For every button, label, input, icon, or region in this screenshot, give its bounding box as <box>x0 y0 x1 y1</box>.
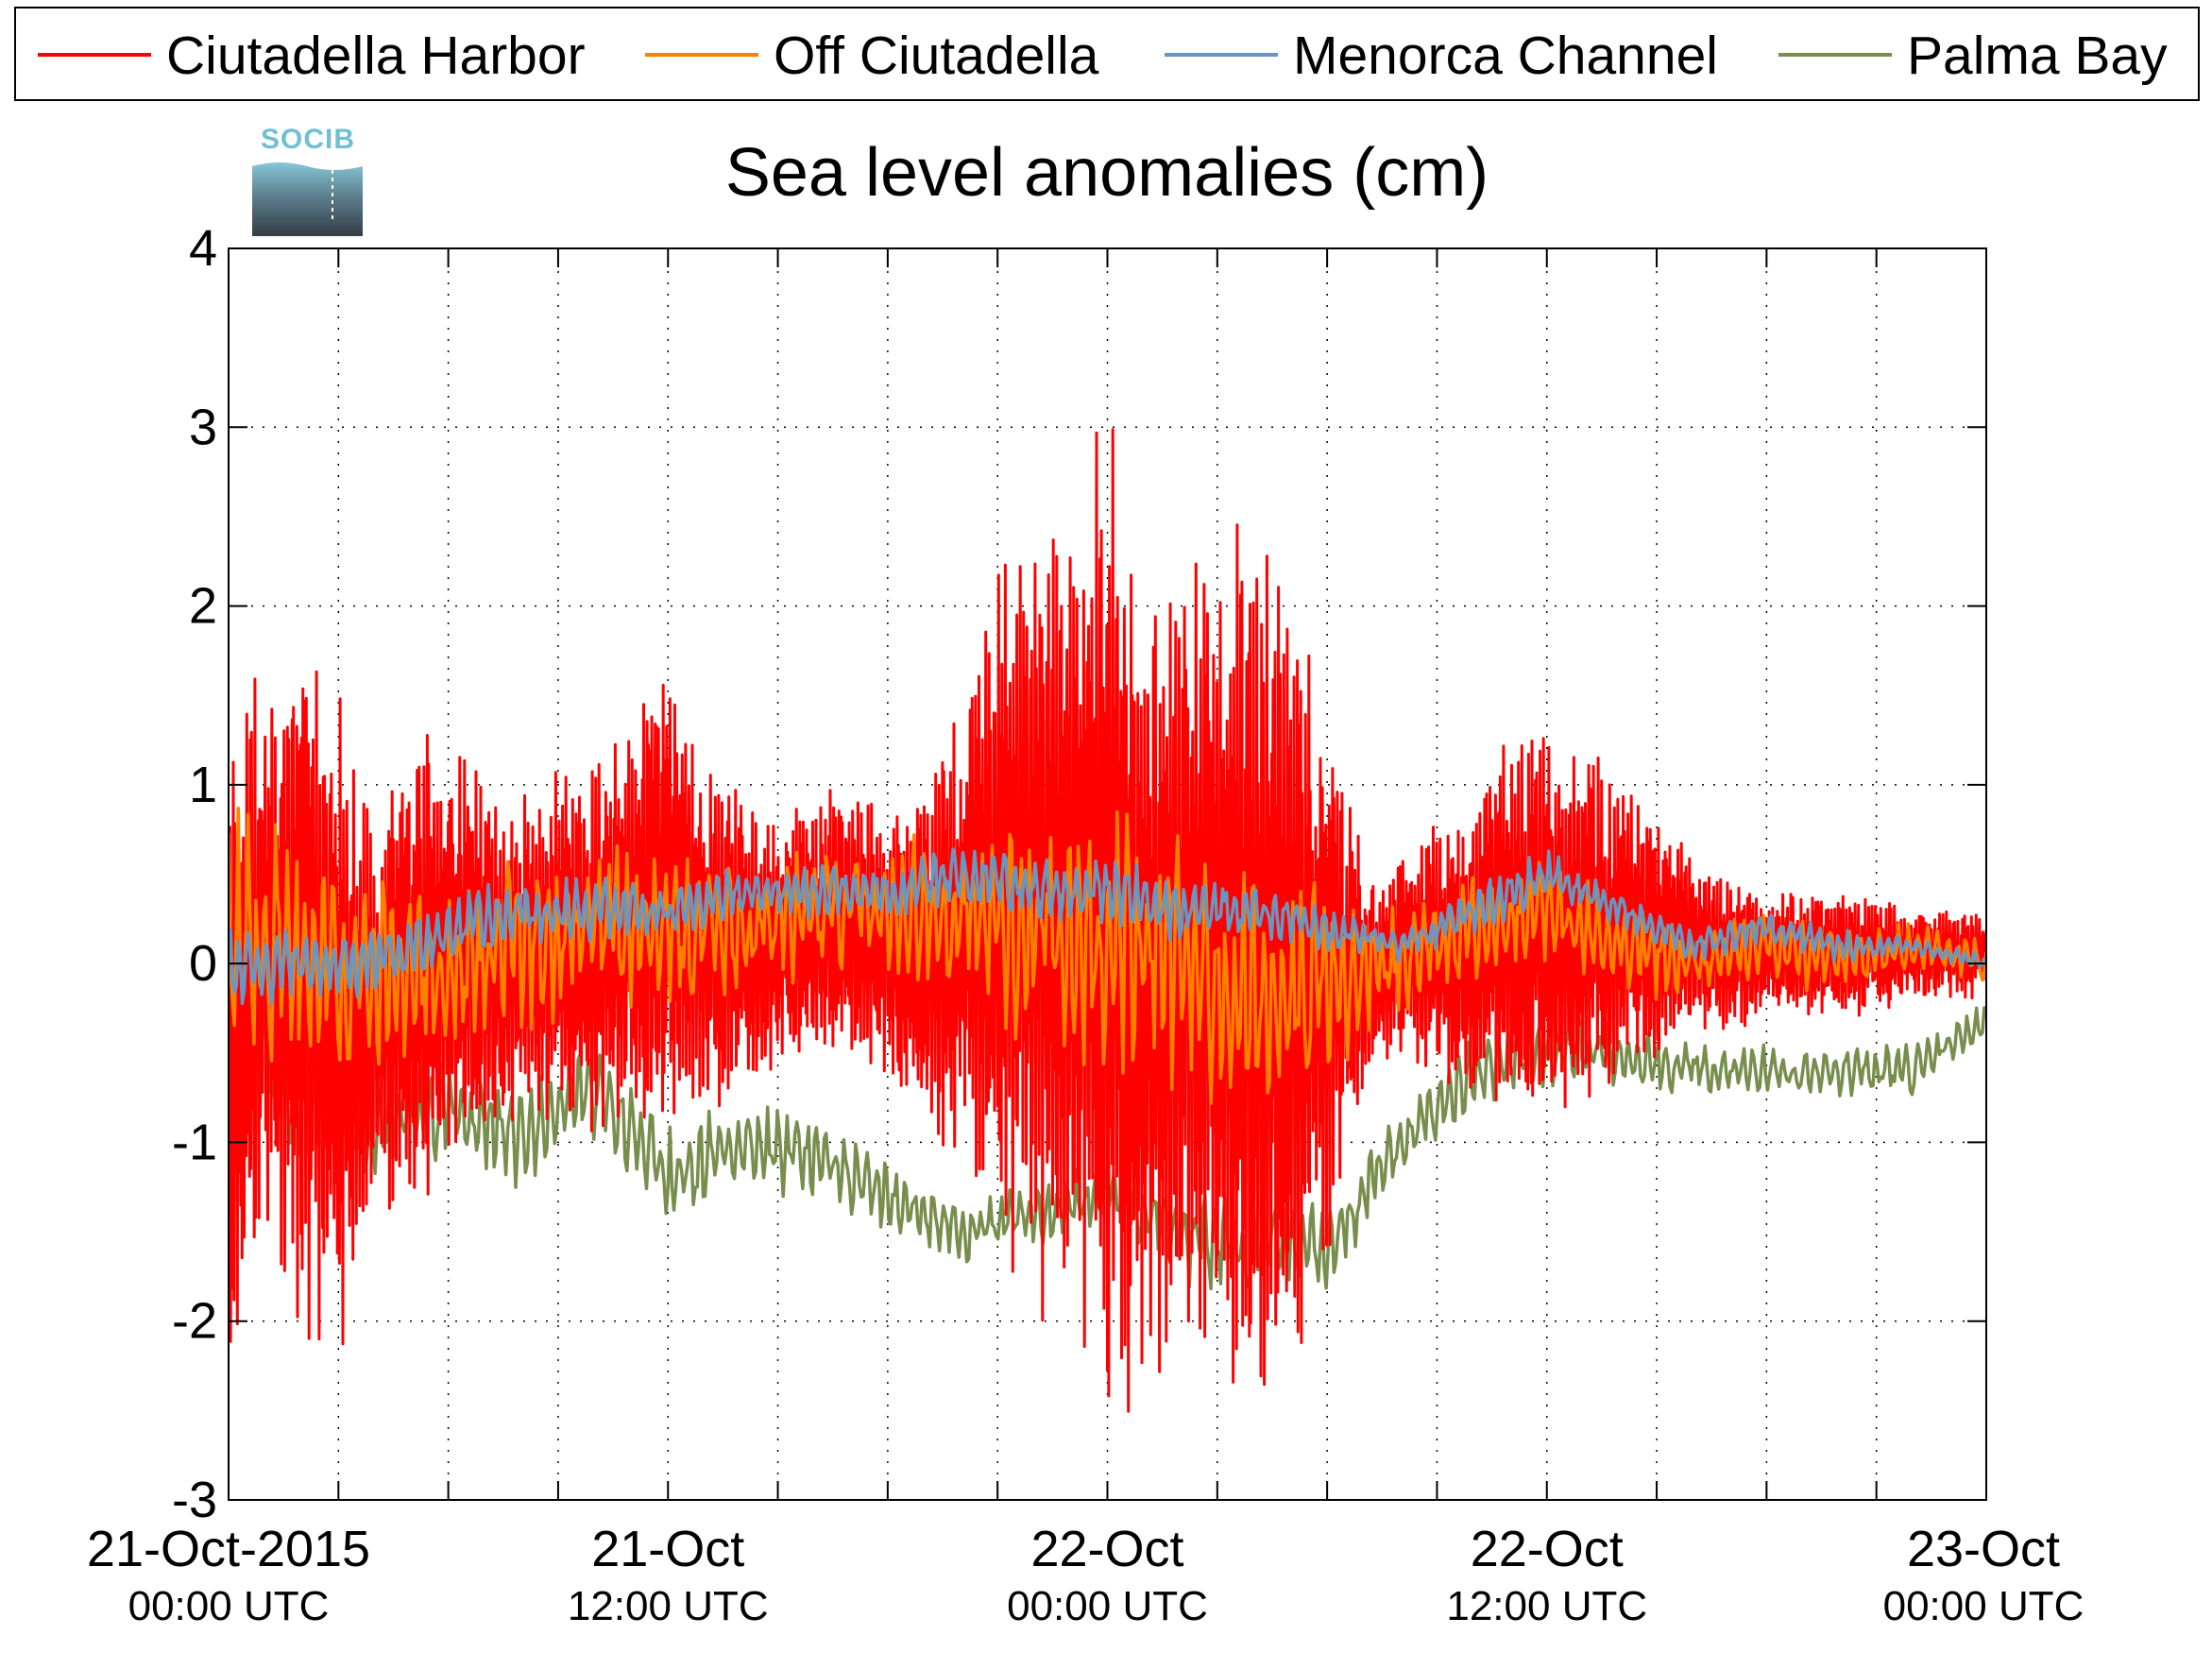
x-tick-label-time: 00:00 UTC <box>1007 1583 1208 1629</box>
logo-text: SOCIB <box>261 124 355 155</box>
legend: Ciutadella Harbor Off Ciutadella Menorca C… <box>14 7 2200 101</box>
x-tick-label-time: 00:00 UTC <box>128 1583 330 1629</box>
x-tick-label-date: 23-Oct <box>1907 1521 2060 1577</box>
x-tick-label-date: 22-Oct <box>1030 1521 1183 1577</box>
y-tick-label: 4 <box>189 220 217 277</box>
chart-title: Sea level anomalies (cm) <box>725 135 1489 211</box>
x-tick-label-time: 12:00 UTC <box>1446 1583 1647 1629</box>
y-tick-label: -2 <box>172 1293 217 1350</box>
y-tick-label: 1 <box>189 757 217 813</box>
y-tick-label: 3 <box>189 399 217 455</box>
x-tick-label-date: 22-Oct <box>1471 1521 1624 1577</box>
x-tick-label-time: 12:00 UTC <box>568 1583 769 1629</box>
legend-label: Menorca Channel <box>1293 26 1718 86</box>
y-axis-tick-labels: 4 3 2 1 0 -1 -2 -3 <box>172 220 217 1528</box>
legend-label: Off Ciutadella <box>774 26 1099 86</box>
x-tick-label-date: 21-Oct-2015 <box>87 1521 370 1577</box>
x-tick-label-time: 00:00 UTC <box>1883 1583 2084 1629</box>
y-tick-label: 0 <box>189 935 217 992</box>
y-tick-label: -3 <box>172 1472 217 1528</box>
x-axis-tick-labels: 21-Oct-2015 00:00 UTC 21-Oct 12:00 UTC 22-Oc… <box>87 1521 2084 1629</box>
legend-label: Ciutadella Harbor <box>166 26 586 86</box>
ticks <box>228 247 1987 1501</box>
y-tick-label: -1 <box>172 1114 217 1170</box>
x-tick-label-date: 21-Oct <box>591 1521 744 1577</box>
legend-label: Palma Bay <box>1907 26 2168 86</box>
socib-logo: SOCIB <box>252 124 363 236</box>
plot-area <box>228 247 1987 1501</box>
series-line-menorca-channel <box>229 847 1986 1006</box>
y-tick-label: 2 <box>189 578 217 635</box>
